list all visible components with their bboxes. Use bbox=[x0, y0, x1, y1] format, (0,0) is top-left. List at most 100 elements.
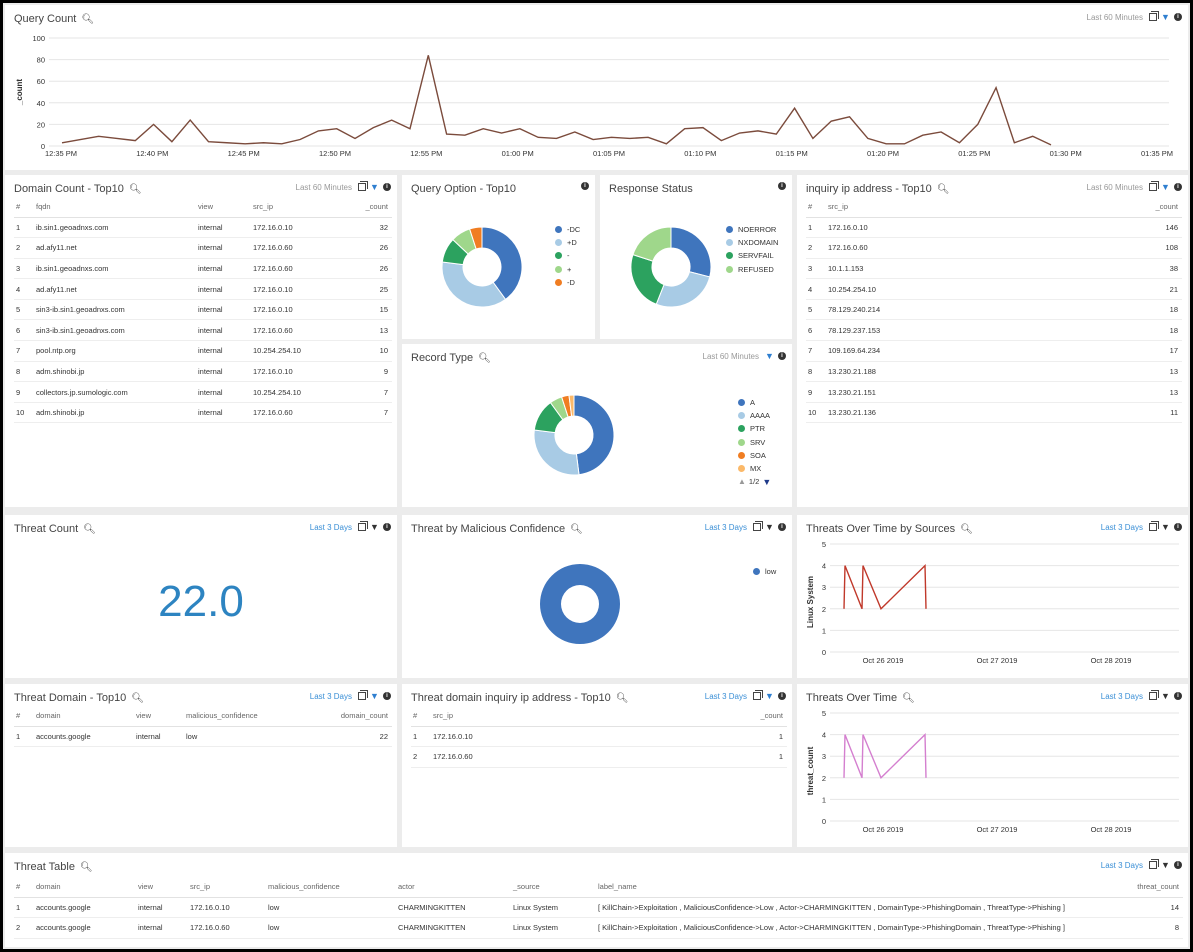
column-header[interactable]: _count bbox=[1126, 197, 1182, 218]
info-icon[interactable]: i bbox=[1174, 692, 1182, 700]
donut-slice[interactable] bbox=[441, 261, 507, 308]
table-row[interactable]: 7 pool.ntp.org internal 10.254.254.10 10 bbox=[14, 340, 392, 362]
magnifier-icon[interactable]: 🔍︎ bbox=[80, 862, 93, 873]
funnel-icon[interactable]: ▼ bbox=[370, 182, 379, 192]
info-icon[interactable]: i bbox=[581, 182, 589, 190]
table-row[interactable]: 8 13.230.21.188 13 bbox=[806, 361, 1182, 383]
table-row[interactable]: 3 10.1.1.153 38 bbox=[806, 258, 1182, 280]
column-header[interactable]: src_ip bbox=[826, 197, 1126, 218]
copy-icon[interactable] bbox=[1149, 13, 1157, 21]
table-row[interactable]: 1 accounts.google internal low 22 bbox=[14, 726, 392, 748]
column-header[interactable]: domain bbox=[34, 877, 136, 898]
table-row[interactable]: 10 adm.shinobi.jp internal 172.16.0.60 7 bbox=[14, 402, 392, 424]
table-row[interactable]: 8 adm.shinobi.jp internal 172.16.0.10 9 bbox=[14, 361, 392, 383]
column-header[interactable]: src_ip bbox=[251, 197, 341, 218]
donut-slice[interactable] bbox=[670, 226, 712, 278]
column-header[interactable]: threat_count bbox=[1116, 877, 1183, 898]
table-row[interactable]: 2 ad.afy11.net internal 172.16.0.60 26 bbox=[14, 237, 392, 259]
time-range[interactable]: Last 3 Days bbox=[1100, 522, 1143, 532]
legend-item[interactable]: NOERROR bbox=[726, 223, 778, 236]
funnel-icon[interactable]: ▼ bbox=[1161, 12, 1170, 22]
magnifier-icon[interactable]: 🔍︎ bbox=[570, 524, 583, 535]
donut-slice[interactable] bbox=[469, 226, 483, 250]
column-header[interactable]: malicious_confidence bbox=[266, 877, 396, 898]
funnel-icon[interactable]: ▼ bbox=[1161, 182, 1170, 192]
series-line[interactable] bbox=[61, 55, 1052, 146]
column-header[interactable]: # bbox=[14, 197, 34, 218]
legend-item[interactable]: SRV bbox=[738, 436, 770, 449]
table-row[interactable]: 2 172.16.0.60 1 bbox=[411, 746, 787, 768]
funnel-icon[interactable]: ▼ bbox=[765, 351, 774, 361]
donut-slice[interactable] bbox=[481, 226, 523, 301]
time-range[interactable]: Last 60 Minutes bbox=[1086, 182, 1143, 192]
info-icon[interactable]: i bbox=[778, 692, 786, 700]
column-header[interactable]: view bbox=[136, 877, 188, 898]
column-header[interactable]: _source bbox=[511, 877, 596, 898]
legend-item[interactable]: -D bbox=[555, 276, 580, 289]
funnel-icon[interactable]: ▼ bbox=[1161, 691, 1170, 701]
time-range[interactable]: Last 3 Days bbox=[704, 691, 747, 701]
legend-item[interactable]: A bbox=[738, 396, 770, 409]
column-header[interactable]: _count bbox=[341, 197, 392, 218]
copy-icon[interactable] bbox=[358, 692, 366, 700]
column-header[interactable]: label_name bbox=[596, 877, 1116, 898]
funnel-icon[interactable]: ▼ bbox=[765, 691, 774, 701]
donut-slice[interactable] bbox=[655, 271, 711, 308]
time-range[interactable]: Last 3 Days bbox=[1100, 860, 1143, 870]
legend-item[interactable]: - bbox=[555, 249, 580, 262]
table-row[interactable]: 6 78.129.237.153 18 bbox=[806, 319, 1182, 342]
magnifier-icon[interactable]: 🔍︎ bbox=[478, 353, 491, 364]
column-header[interactable]: domain_count bbox=[314, 706, 392, 727]
magnifier-icon[interactable]: 🔍︎ bbox=[615, 693, 629, 704]
time-range[interactable]: Last 3 Days bbox=[309, 522, 352, 532]
copy-icon[interactable] bbox=[1149, 861, 1157, 869]
info-icon[interactable]: i bbox=[1174, 13, 1182, 21]
column-header[interactable]: # bbox=[14, 706, 34, 727]
page-up-icon[interactable]: ▲ bbox=[738, 477, 746, 487]
table-row[interactable]: 2 172.16.0.60 108 bbox=[806, 237, 1182, 259]
table-row[interactable]: 4 10.254.254.10 21 bbox=[806, 278, 1182, 300]
table-row[interactable]: 6 sin3-ib.sin1.geoadnxs.com internal 172.16… bbox=[14, 319, 392, 342]
series-line[interactable] bbox=[843, 563, 927, 611]
series-line[interactable] bbox=[843, 732, 927, 780]
time-range[interactable]: Last 60 Minutes bbox=[1086, 12, 1143, 22]
column-header[interactable]: src_ip bbox=[188, 877, 266, 898]
info-icon[interactable]: i bbox=[383, 692, 391, 700]
copy-icon[interactable] bbox=[1149, 523, 1157, 531]
copy-icon[interactable] bbox=[1149, 183, 1157, 191]
legend-item[interactable]: REFUSED bbox=[726, 263, 778, 276]
page-down-icon[interactable]: ▼ bbox=[762, 476, 772, 487]
magnifier-icon[interactable]: 🔍︎ bbox=[81, 14, 95, 25]
legend-item[interactable]: PTR bbox=[738, 422, 770, 435]
column-header[interactable]: # bbox=[806, 197, 826, 218]
table-row[interactable]: 5 sin3-ib.sin1.geoadnxs.com internal 172.16… bbox=[14, 299, 392, 321]
info-icon[interactable]: i bbox=[1174, 523, 1182, 531]
table-row[interactable]: 9 collectors.jp.sumologic.com internal 10.2… bbox=[14, 381, 392, 403]
table-row[interactable]: 1 172.16.0.10 1 bbox=[411, 726, 787, 748]
info-icon[interactable]: i bbox=[383, 183, 391, 191]
column-header[interactable]: actor bbox=[396, 877, 511, 898]
table-row[interactable]: 10 13.230.21.136 11 bbox=[806, 402, 1182, 424]
copy-icon[interactable] bbox=[753, 692, 761, 700]
legend-item[interactable]: AAAA bbox=[738, 409, 770, 422]
column-header[interactable]: src_ip bbox=[431, 706, 731, 727]
info-icon[interactable]: i bbox=[778, 352, 786, 360]
table-row[interactable]: 2 accounts.google internal 172.16.0.60 low CH… bbox=[14, 917, 1183, 939]
legend-item[interactable]: +D bbox=[555, 236, 580, 249]
magnifier-icon[interactable]: 🔍︎ bbox=[936, 184, 950, 195]
time-range[interactable]: Last 60 Minutes bbox=[295, 182, 352, 192]
magnifier-icon[interactable]: 🔍︎ bbox=[902, 693, 915, 704]
legend-item[interactable]: -DC bbox=[555, 223, 580, 236]
time-range[interactable]: Last 3 Days bbox=[309, 691, 352, 701]
copy-icon[interactable] bbox=[358, 523, 366, 531]
time-range[interactable]: Last 3 Days bbox=[1100, 691, 1143, 701]
table-row[interactable]: 7 109.169.64.234 17 bbox=[806, 340, 1182, 362]
table-row[interactable]: 1 accounts.google internal 172.16.0.10 low CH… bbox=[14, 897, 1183, 919]
table-row[interactable]: 5 78.129.240.214 18 bbox=[806, 299, 1182, 321]
magnifier-icon[interactable]: 🔍︎ bbox=[960, 524, 973, 535]
info-icon[interactable]: i bbox=[383, 523, 391, 531]
funnel-icon[interactable]: ▼ bbox=[1161, 860, 1170, 870]
donut-slice[interactable] bbox=[632, 226, 672, 262]
donut-slice[interactable] bbox=[573, 394, 615, 476]
legend-item[interactable]: MX bbox=[738, 462, 770, 475]
